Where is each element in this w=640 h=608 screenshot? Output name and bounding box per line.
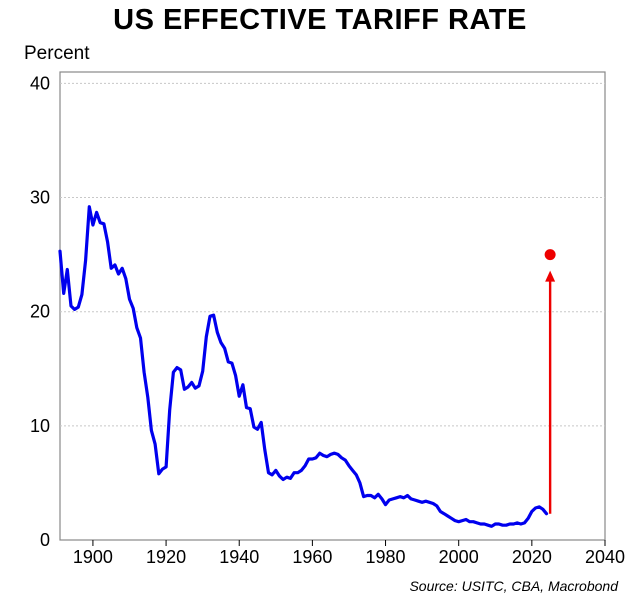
plot-frame — [59, 71, 606, 541]
x-tick-label: 1920 — [146, 547, 186, 567]
y-axis-label: Percent — [24, 43, 90, 64]
y-tick-label: 0 — [40, 530, 50, 550]
source-note: Source: USITC, CBA, Macrobond — [409, 578, 618, 594]
y-tick-label: 20 — [30, 302, 50, 322]
chart-title: US EFFECTIVE TARIFF RATE — [113, 4, 527, 36]
x-tick-label: 1940 — [219, 547, 259, 567]
x-tick-label: 1980 — [366, 547, 406, 567]
x-tick-label: 2040 — [585, 547, 625, 567]
x-tick-label: 1960 — [292, 547, 332, 567]
series-line — [58, 205, 549, 528]
y-tick-label: 40 — [30, 73, 50, 93]
x-tick-label: 2020 — [512, 547, 552, 567]
x-tick-label: 2000 — [439, 547, 479, 567]
x-tick-label: 1900 — [73, 547, 113, 567]
y-tick-label: 30 — [30, 188, 50, 208]
projection-arrow-head — [545, 270, 556, 282]
projection-point — [544, 249, 556, 261]
y-tick-label: 10 — [30, 416, 50, 436]
